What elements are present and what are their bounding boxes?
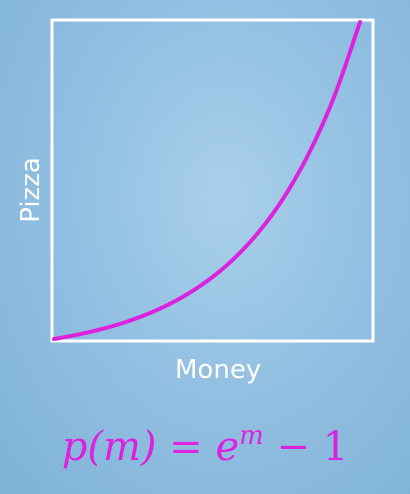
equation-equals: = [169, 424, 203, 470]
data-series-line [52, 20, 362, 341]
plot-frame [50, 18, 375, 343]
equation-exponent: m [239, 421, 264, 451]
equation-lhs: p(m) [61, 424, 157, 470]
equation-constant: 1 [322, 424, 349, 470]
equation: p(m) = em − 1 [0, 423, 410, 467]
x-axis-label: Money [175, 355, 262, 385]
equation-base: e [215, 424, 240, 470]
equation-minus: − [276, 424, 311, 470]
y-axis-label: Pizza [16, 157, 46, 223]
